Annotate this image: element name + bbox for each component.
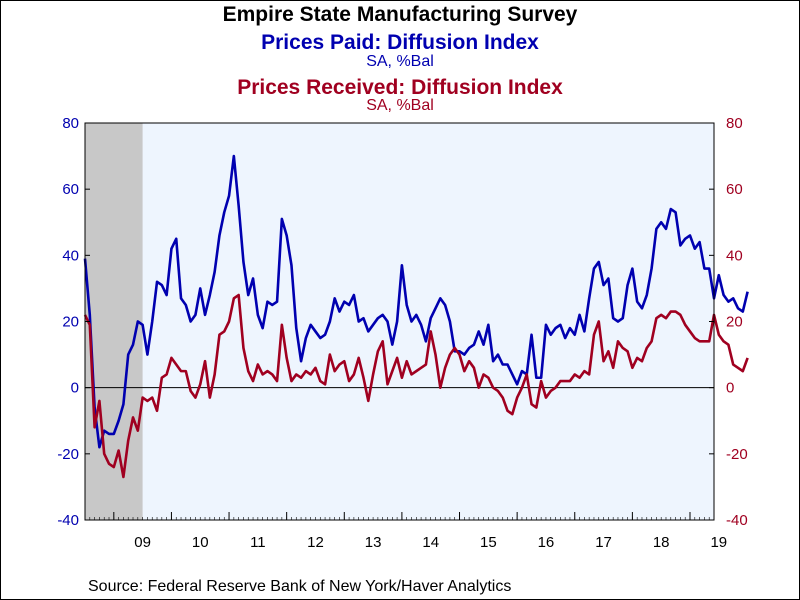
x-tick-label: 19 [710, 534, 727, 551]
left-y-tick-label: 0 [71, 380, 79, 397]
x-tick-label: 13 [365, 534, 382, 551]
right-y-tick-label: 20 [726, 314, 743, 331]
x-tick-label: 18 [653, 534, 670, 551]
x-axis: 09 10 11 12 13 14 15 16 17 18 19 [84, 512, 727, 551]
x-tick-label: 17 [595, 534, 612, 551]
series-lines [83, 154, 749, 479]
right-y-axis: -40 -20 0 20 40 60 80 [709, 115, 748, 529]
right-y-tick-label: 60 [726, 181, 743, 198]
recession-band [85, 123, 143, 520]
prices-paid-line [83, 154, 749, 449]
x-tick-label: 12 [307, 534, 324, 551]
right-y-tick-label: 80 [726, 115, 743, 132]
prices-paid-title: Prices Paid: Diffusion Index [261, 31, 539, 54]
x-tick-label: 09 [134, 534, 151, 551]
x-tick-label: 10 [192, 534, 209, 551]
right-y-tick-label: 40 [726, 247, 743, 264]
recession-shading [85, 123, 143, 520]
chart-title: Empire State Manufacturing Survey [222, 3, 578, 26]
prices-received-title: Prices Received: Diffusion Index [237, 76, 563, 99]
right-y-tick-label: -20 [726, 446, 748, 463]
right-y-tick-label: -40 [726, 512, 748, 529]
left-y-tick-label: 60 [62, 181, 79, 198]
prices-received-line [83, 293, 749, 479]
left-y-tick-label: 20 [62, 314, 79, 331]
prices-paid-subtitle: SA, %Bal [366, 53, 434, 70]
right-y-tick-label: 0 [726, 380, 734, 397]
left-y-tick-label: -20 [57, 446, 79, 463]
left-y-tick-label: 80 [62, 115, 79, 132]
x-tick-label: 15 [480, 534, 497, 551]
prices-received-subtitle: SA, %Bal [366, 97, 434, 114]
left-y-axis: -40 -20 0 20 40 60 80 [57, 115, 90, 529]
x-tick-label: 16 [538, 534, 555, 551]
left-y-tick-label: 40 [62, 247, 79, 264]
x-tick-label: 14 [422, 534, 439, 551]
source-note: Source: Federal Reserve Bank of New York… [88, 578, 512, 595]
left-y-tick-label: -40 [57, 512, 79, 529]
x-tick-label: 11 [250, 534, 266, 551]
